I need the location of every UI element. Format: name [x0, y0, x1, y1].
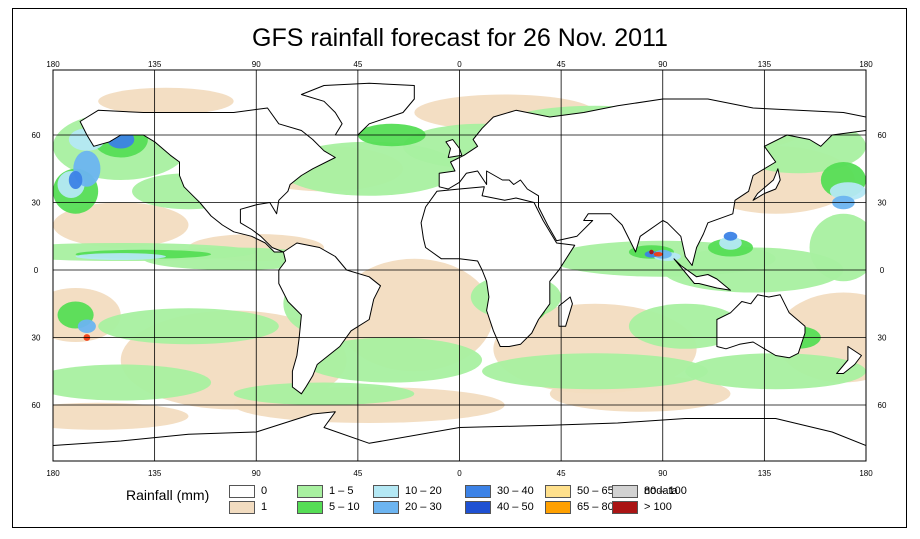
- landmass-japan: [752, 168, 781, 201]
- legend-swatch: [612, 501, 638, 514]
- landmass-south-america: [278, 242, 381, 395]
- rain-cell: [719, 236, 742, 250]
- legend-title: Rainfall (mm): [126, 487, 210, 503]
- landmass-uk: [445, 139, 463, 158]
- map-title: GFS rainfall forecast for 26 Nov. 2011: [252, 24, 668, 52]
- lat-tick-right: 0: [880, 266, 885, 275]
- lat-tick-left: 60: [32, 131, 41, 140]
- lat-tick-left: 30: [32, 334, 41, 343]
- map-border: [52, 69, 867, 462]
- rain-cell: [685, 353, 866, 390]
- lon-tick-top: 90: [658, 60, 667, 69]
- lon-tick-top: 135: [758, 60, 772, 69]
- legend-label: 40 – 50: [497, 501, 534, 513]
- legend-label: 30 – 40: [497, 485, 534, 497]
- lon-tick-bottom: 90: [658, 469, 667, 478]
- legend-label: 0: [261, 485, 268, 497]
- rain-cell: [98, 87, 234, 115]
- lon-tick-top: 45: [557, 60, 566, 69]
- lon-tick-bottom: 45: [557, 469, 566, 478]
- lon-tick-top: 0: [457, 60, 462, 69]
- legend-label: 1 – 5: [329, 485, 354, 497]
- legend-swatch: [373, 485, 399, 498]
- rain-cell: [809, 213, 866, 282]
- legend-label: 1: [261, 501, 268, 513]
- lon-tick-bottom: 135: [148, 469, 162, 478]
- lat-tick-left: 30: [32, 199, 41, 208]
- rain-cell: [723, 231, 738, 241]
- legend-swatch: [465, 485, 491, 498]
- landmass-madagascar: [558, 296, 573, 327]
- legend-swatch: [545, 485, 571, 498]
- rain-cell: [98, 308, 279, 345]
- lon-tick-top: 90: [252, 60, 261, 69]
- legend-swatch: [465, 501, 491, 514]
- lat-tick-right: 30: [878, 199, 887, 208]
- legend-swatch: [229, 501, 255, 514]
- rain-cell: [233, 382, 415, 405]
- landmass-eurasia: [438, 98, 866, 266]
- lon-tick-bottom: 135: [758, 469, 772, 478]
- lat-tick-left: 0: [34, 266, 39, 275]
- legend-swatch: [229, 485, 255, 498]
- legend-label: nodata: [644, 485, 678, 497]
- axis-labels: 180 135 90 45 0 45 90 135 180 180 135 90…: [32, 60, 887, 478]
- landmass-new-zealand: [836, 346, 862, 374]
- legend-swatch: [373, 501, 399, 514]
- landmass-indonesia: [673, 258, 731, 291]
- legend-swatch: [545, 501, 571, 514]
- rain-cell: [653, 252, 663, 257]
- graticule: [53, 70, 866, 461]
- legend-label: 65 – 80: [577, 501, 614, 513]
- legend-swatch: [297, 501, 323, 514]
- legend-label: 20 – 30: [405, 501, 442, 513]
- legend-label: 50 – 65: [577, 485, 614, 497]
- lat-tick-right: 60: [878, 401, 887, 410]
- legend-label: > 100: [644, 501, 672, 513]
- rain-cell: [649, 249, 654, 255]
- rain-cell: [482, 353, 708, 390]
- lon-tick-bottom: 45: [353, 469, 362, 478]
- rain-cell: [75, 253, 166, 260]
- rain-cell: [77, 319, 96, 333]
- lon-tick-top: 45: [353, 60, 362, 69]
- lon-tick-top: 180: [46, 60, 60, 69]
- rain-cell: [301, 337, 483, 383]
- rain-cell: [829, 182, 866, 201]
- lon-tick-bottom: 180: [46, 469, 60, 478]
- lat-tick-left: 60: [32, 401, 41, 410]
- landmass-australia: [716, 294, 806, 359]
- rain-cell: [644, 250, 659, 258]
- lon-tick-bottom: 90: [252, 469, 261, 478]
- legend-label: 80 – 100: [644, 485, 687, 497]
- rain-cell: [53, 364, 212, 401]
- legend-swatch: [612, 485, 638, 498]
- lon-tick-bottom: 180: [859, 469, 873, 478]
- lat-tick-right: 30: [878, 334, 887, 343]
- lon-tick-top: 135: [148, 60, 162, 69]
- legend-swatch: [297, 485, 323, 498]
- rain-cell: [68, 171, 83, 189]
- lat-tick-right: 60: [878, 131, 887, 140]
- lon-tick-top: 180: [859, 60, 873, 69]
- legend-label: 5 – 10: [329, 501, 360, 513]
- legend-label: 10 – 20: [405, 485, 442, 497]
- lon-tick-bottom: 0: [457, 469, 462, 478]
